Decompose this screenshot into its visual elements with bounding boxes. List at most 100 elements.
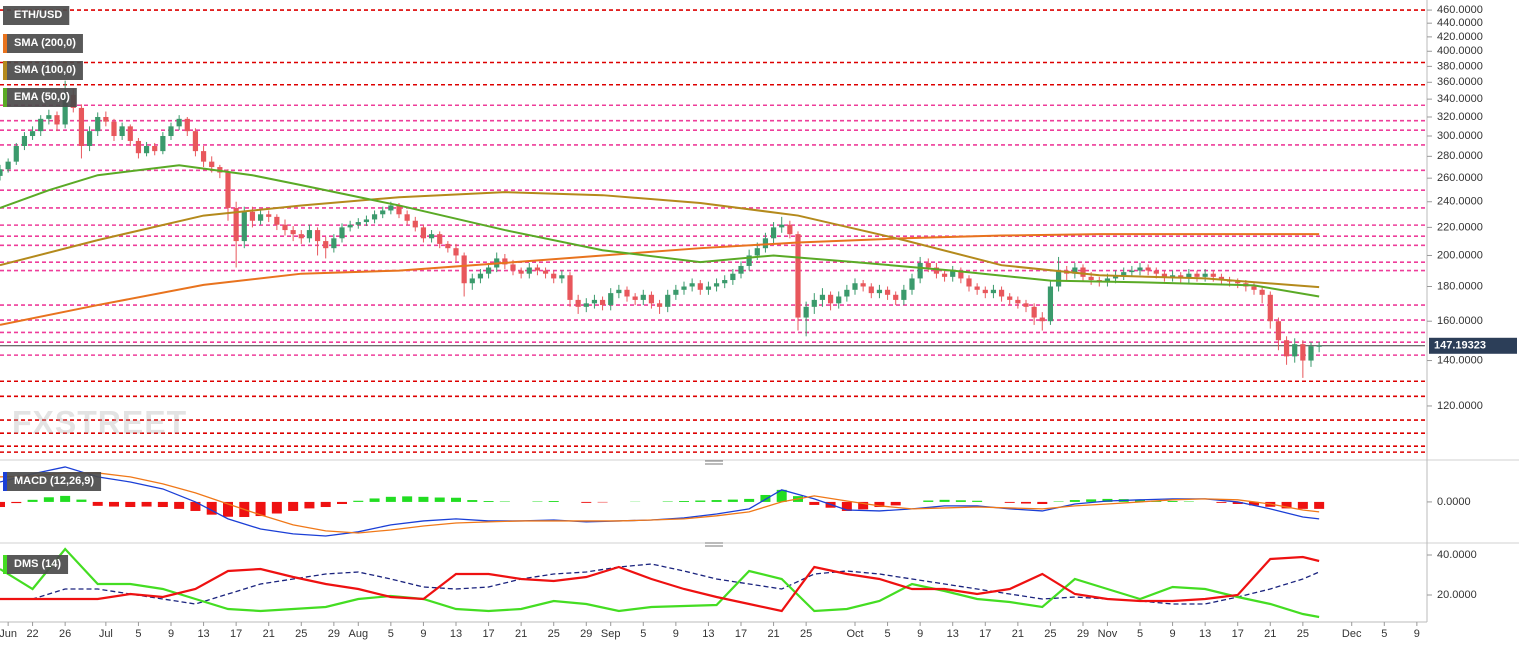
- candle-body: [836, 296, 842, 304]
- histogram-bar: [418, 496, 429, 502]
- candle-body: [412, 220, 418, 228]
- candle-body: [477, 273, 484, 279]
- histogram-bar: [223, 501, 233, 517]
- candle-body: [21, 136, 28, 146]
- y-tick-label: 220.0000: [1437, 221, 1483, 233]
- candle-body: [1104, 278, 1111, 282]
- candle-body: [1202, 273, 1208, 277]
- candle-body: [266, 214, 272, 217]
- x-tick-label: Dec: [1342, 628, 1362, 640]
- candle-body: [461, 255, 467, 284]
- y-tick-label: 280.0000: [1437, 150, 1483, 162]
- histogram-bar: [874, 501, 885, 508]
- candle-body: [526, 267, 532, 274]
- candle-body: [111, 121, 117, 137]
- x-tick-label: Jul: [99, 628, 113, 640]
- candle-body: [290, 230, 296, 235]
- candle-body: [1194, 273, 1200, 277]
- candle-body: [901, 289, 907, 300]
- candle-body: [1283, 340, 1290, 357]
- y-tick-label: 40.0000: [1437, 549, 1477, 561]
- candle-body: [827, 294, 834, 304]
- candle-body: [665, 294, 671, 307]
- y-tick-label: 260.0000: [1437, 172, 1483, 184]
- histogram-bar: [271, 501, 282, 514]
- candle-body: [1161, 273, 1168, 277]
- candle-body: [1235, 281, 1241, 284]
- x-tick-label: Oct: [846, 628, 863, 640]
- candle-body: [681, 286, 687, 290]
- x-tick-label: 5: [135, 628, 141, 640]
- candle-body: [445, 243, 451, 249]
- candle-body: [551, 273, 557, 279]
- candle-body: [844, 289, 850, 297]
- candle-body: [217, 167, 223, 173]
- histogram-bar: [190, 501, 201, 511]
- histogram-bar: [1297, 501, 1308, 509]
- x-tick-label: 21: [515, 628, 527, 640]
- legend-box: [3, 472, 102, 491]
- candle-body: [819, 294, 826, 300]
- candle-body: [1153, 270, 1159, 274]
- x-tick-label: Nov: [1098, 628, 1118, 640]
- x-tick-label: 21: [263, 628, 275, 640]
- last-price-box: [1429, 337, 1517, 354]
- candle-body: [1112, 275, 1119, 279]
- histogram-bar: [27, 499, 38, 502]
- x-tick-label: 26: [59, 628, 71, 640]
- x-tick-label: 13: [197, 628, 209, 640]
- indicator-line: [0, 555, 1320, 613]
- candle-body: [705, 286, 712, 290]
- candle-body: [697, 283, 703, 290]
- candle-body: [119, 126, 125, 137]
- candle-body: [852, 283, 858, 290]
- candle-body: [884, 289, 891, 295]
- candle-body: [274, 216, 280, 225]
- candle-body: [257, 214, 264, 221]
- x-tick-label: Sep: [601, 628, 621, 640]
- histogram-bar: [760, 494, 771, 502]
- candle-body: [990, 289, 997, 294]
- candle-body: [135, 140, 142, 154]
- candle-body: [542, 270, 549, 274]
- y-tick-label: 240.0000: [1437, 196, 1483, 208]
- resize-handle[interactable]: [705, 542, 723, 547]
- y-tick-label: 360.0000: [1437, 76, 1483, 88]
- x-tick-label: 29: [580, 628, 592, 640]
- candle-body: [143, 145, 150, 154]
- histogram-bar: [451, 497, 461, 502]
- candle-body: [917, 262, 923, 279]
- histogram-bar: [141, 501, 152, 507]
- histogram-bar: [841, 501, 852, 511]
- histogram-bar: [1249, 501, 1259, 506]
- histogram-bar: [679, 500, 689, 502]
- x-tick-label: 9: [673, 628, 679, 640]
- candle-body: [713, 283, 720, 287]
- candle-body: [1267, 294, 1273, 322]
- candle-body: [46, 115, 52, 119]
- candle-body: [420, 227, 427, 239]
- candle-body: [184, 118, 190, 132]
- resize-handle[interactable]: [705, 460, 723, 465]
- histogram-bar: [434, 497, 445, 502]
- legend-label: ETH/USD: [14, 9, 62, 21]
- legend-label: DMS (14): [14, 558, 61, 570]
- histogram-bar: [711, 500, 722, 502]
- candle-body: [746, 255, 752, 266]
- candle-body: [355, 222, 361, 225]
- candle-body: [331, 238, 337, 249]
- candle-body: [62, 94, 68, 125]
- y-tick-label: 380.0000: [1437, 60, 1483, 72]
- x-tick-label: 21: [767, 628, 779, 640]
- histogram-bar: [11, 501, 22, 504]
- x-tick-label: 29: [328, 628, 340, 640]
- candle-body: [876, 289, 883, 294]
- candle-body: [1088, 276, 1094, 281]
- x-tick-label: 25: [1297, 628, 1309, 640]
- histogram-bar: [157, 501, 168, 508]
- x-tick-label: 17: [735, 628, 747, 640]
- candle-body: [78, 107, 85, 146]
- candle-body: [347, 224, 353, 228]
- x-tick-label: 13: [1199, 628, 1211, 640]
